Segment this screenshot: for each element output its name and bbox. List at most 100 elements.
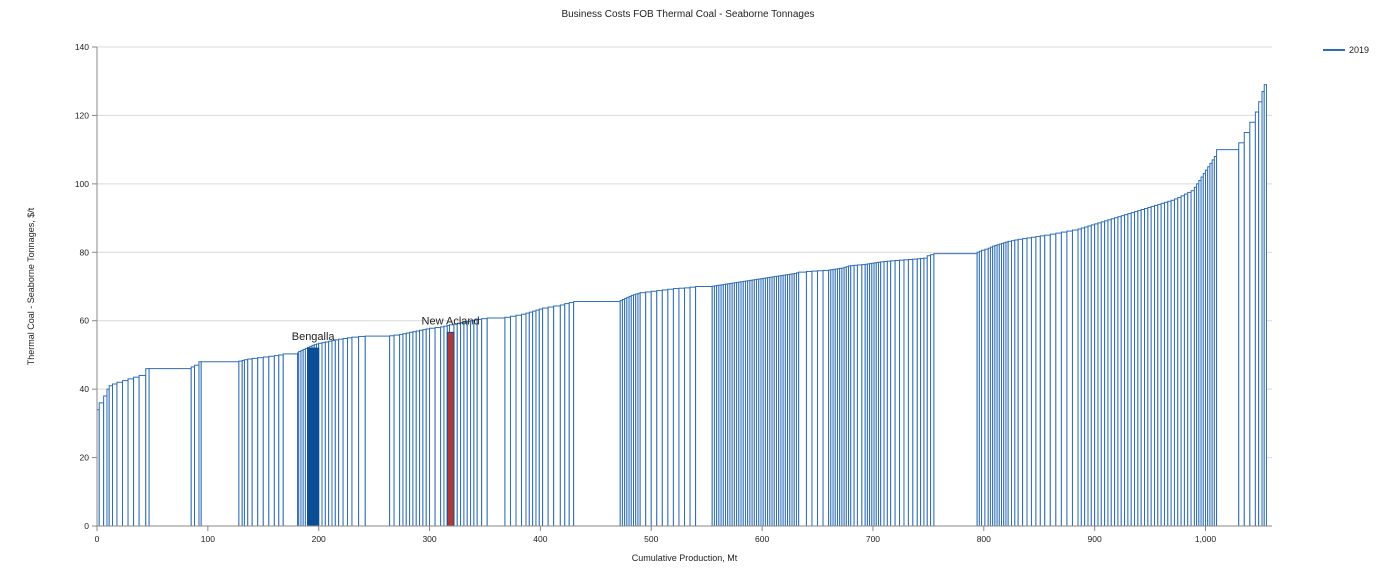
legend-label-2019: 2019: [1349, 45, 1369, 55]
cost-bar: [273, 355, 280, 527]
x-tick-label-100: 100: [201, 534, 215, 544]
y-tick-label-100: 100: [75, 179, 89, 189]
cost-bar: [257, 357, 264, 527]
cost-bar: [268, 355, 275, 527]
highlight-bar-bengalla: [307, 347, 320, 527]
cost-bar: [564, 303, 570, 527]
y-tick-label-0: 0: [84, 521, 89, 531]
cost-bars: [96, 84, 1267, 527]
x-tick-label-300: 300: [422, 534, 436, 544]
y-tick-label-140: 140: [75, 42, 89, 52]
cost-bar: [573, 301, 621, 527]
cost-bar: [1044, 234, 1051, 527]
cost-bar: [907, 258, 914, 527]
cost-bar: [127, 378, 135, 527]
x-axis-ticks: 0 100 200 300 400 500 600 700 800 900 1,000: [95, 526, 1217, 544]
cost-bar: [116, 381, 123, 527]
cost-bar: [650, 290, 658, 527]
cost-bar: [798, 271, 807, 527]
cost-bar: [1049, 233, 1057, 527]
annotation-bengalla: Bengalla: [292, 331, 336, 343]
cost-bar: [504, 316, 511, 527]
cost-bar: [112, 383, 118, 527]
cost-bar: [1030, 236, 1037, 527]
cost-bar: [656, 290, 663, 527]
x-tick-label-400: 400: [533, 534, 547, 544]
cost-bar: [251, 357, 259, 527]
cost-bar: [351, 336, 360, 527]
cost-bar: [899, 259, 905, 527]
x-tick-label-800: 800: [977, 534, 991, 544]
cost-bar: [194, 364, 200, 527]
cost-bar: [678, 287, 685, 527]
cost-bar: [933, 253, 978, 527]
cost-bar: [1055, 232, 1062, 527]
cost-bar: [338, 338, 344, 527]
x-tick-label-700: 700: [866, 534, 880, 544]
cost-bar: [121, 380, 129, 527]
cost-bar: [903, 259, 909, 527]
x-axis-label: Cumulative Production, Mt: [632, 553, 738, 563]
cost-bar: [805, 270, 813, 527]
cost-bar: [811, 270, 819, 527]
cost-bar: [347, 337, 353, 527]
cost-bar: [817, 270, 824, 527]
cost-bar: [890, 260, 896, 527]
annotation-new-acland: New Acland: [422, 315, 480, 327]
x-tick-label-0: 0: [95, 534, 100, 544]
cost-bar: [282, 353, 299, 527]
cost-bar: [278, 354, 284, 527]
cost-bar: [515, 314, 523, 527]
cost-bar: [661, 289, 669, 527]
annotations: Bengalla New Acland: [292, 315, 480, 343]
cost-bar: [481, 318, 488, 527]
cost-bar: [393, 334, 401, 527]
cost-bar: [1249, 121, 1256, 527]
x-tick-label-500: 500: [644, 534, 658, 544]
cost-bar: [138, 374, 147, 527]
cost-bar: [645, 291, 652, 527]
cost-bar: [148, 368, 192, 527]
cost-bar: [1060, 231, 1068, 527]
cost-bar: [521, 313, 527, 527]
cost-bar: [667, 288, 674, 527]
cost-bar: [98, 402, 105, 527]
cost-bar: [547, 306, 555, 527]
cost-bar: [1066, 230, 1073, 527]
cost-bar: [1263, 84, 1267, 527]
cost-bar: [1071, 229, 1079, 527]
y-tick-label-60: 60: [80, 316, 90, 326]
x-tick-label-1000: 1,000: [1195, 534, 1217, 544]
cost-bar: [689, 286, 697, 527]
cost-bar: [342, 338, 349, 527]
axes: [96, 47, 1272, 527]
y-tick-label-120: 120: [75, 110, 89, 120]
cost-bar: [856, 264, 863, 527]
cost-bar: [247, 358, 253, 527]
cost-bar: [509, 315, 517, 527]
cost-bar: [568, 302, 575, 527]
cost-bar: [1022, 238, 1028, 527]
cost-bar: [262, 356, 270, 527]
cost-bar: [822, 269, 830, 527]
cost-bar: [1243, 132, 1251, 527]
y-tick-label-20: 20: [80, 453, 90, 463]
cost-bar: [553, 305, 561, 527]
y-axis-label: Thermal Coal - Seaborne Tonnages, $/t: [26, 207, 36, 365]
cost-bar: [1039, 235, 1046, 527]
cost-bar: [894, 259, 901, 527]
legend[interactable]: 2019: [1323, 45, 1369, 55]
cost-bar: [389, 335, 395, 527]
x-tick-label-900: 900: [1088, 534, 1102, 544]
y-axis-ticks: 0 20 40 60 80 100 120 140: [75, 42, 97, 531]
cost-bar: [476, 318, 483, 527]
cost-bar: [486, 317, 506, 527]
chart-title: Business Costs FOB Thermal Coal - Seabor…: [561, 9, 814, 20]
cost-bar: [429, 327, 436, 527]
cost-bar: [695, 286, 713, 527]
x-tick-label-200: 200: [312, 534, 326, 544]
cost-bar: [358, 335, 366, 527]
cost-bar: [1026, 237, 1032, 527]
y-tick-label-40: 40: [80, 384, 90, 394]
